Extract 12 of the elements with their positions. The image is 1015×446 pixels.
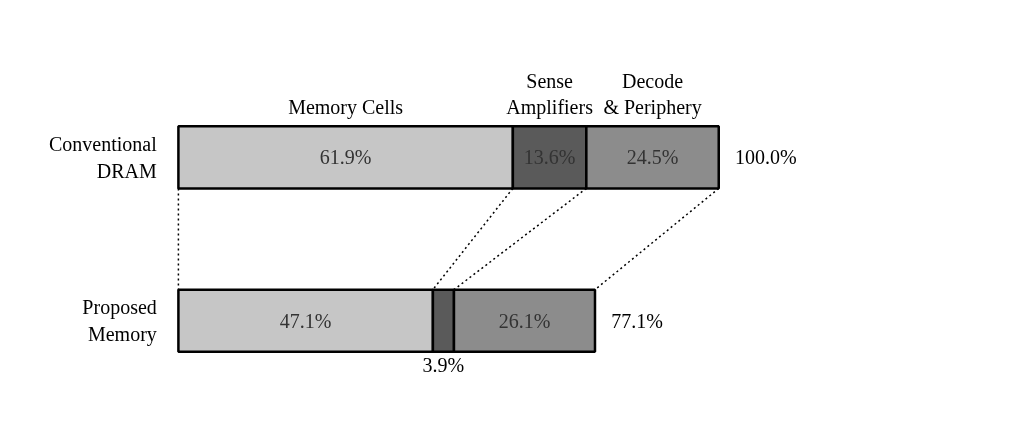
data-label: 26.1% (498, 309, 551, 332)
series-label: Memory Cells (288, 96, 404, 120)
data-label: 47.1% (279, 309, 332, 332)
series-label: Decode & Periphery (603, 69, 702, 120)
data-label: 61.9% (319, 146, 372, 169)
y-tick-label: Proposed Memory (82, 296, 157, 346)
data-label: 24.5% (626, 146, 679, 169)
y-tick-label: Conventional DRAM (49, 133, 158, 182)
data-label: 3.9% (422, 354, 465, 377)
series-label: Sense Amplifiers (506, 69, 594, 120)
total-label: 77.1% (611, 309, 663, 332)
total-label: 100.0% (734, 146, 797, 169)
